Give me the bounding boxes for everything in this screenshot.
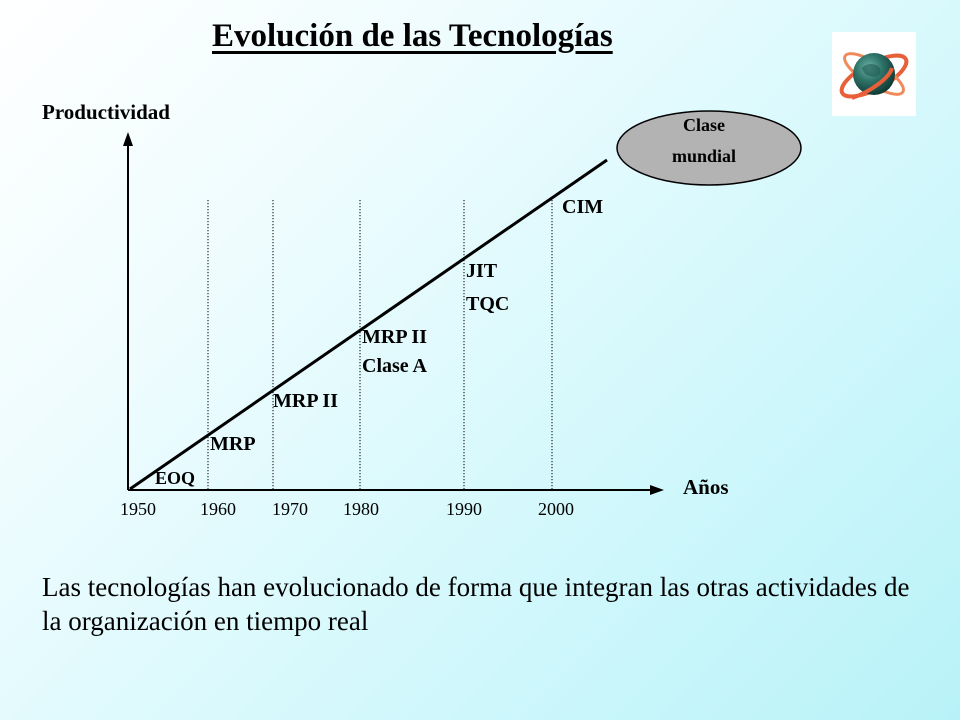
tick-label-1960: 1960 <box>200 499 236 519</box>
y-axis-label: Productividad <box>42 100 170 124</box>
tick-label-1990: 1990 <box>446 499 482 519</box>
world-class-ellipse <box>616 110 802 186</box>
tick-label-1950: 1950 <box>120 499 156 519</box>
stage-label-4-line-2: Clase A <box>362 355 428 377</box>
page-title: Evolución de las Tecnologías <box>212 18 613 54</box>
globe-orbit-icon <box>832 32 916 116</box>
technology-stage-labels: EOQ MRP MRP II MRP II Clase A JIT TQC CIM <box>155 196 603 488</box>
world-class-label-line-1: Clase <box>683 115 725 135</box>
tick-label-2000: 2000 <box>538 499 574 519</box>
year-tick-labels: 1950 1960 1970 1980 1990 2000 <box>120 499 574 519</box>
stage-label-1-line-1: EOQ <box>155 468 195 488</box>
summary-caption: Las tecnologías han evolucionado de form… <box>42 572 910 636</box>
stage-label-5-line-1: JIT <box>466 260 498 282</box>
stage-label-6-line-1: CIM <box>562 196 603 218</box>
technology-evolution-diagram: Productividad Años 1950 1960 1970 1980 1990 2… <box>42 100 802 519</box>
y-axis-arrow <box>123 132 133 146</box>
productivity-trend-line <box>129 158 608 491</box>
stage-label-3-line-1: MRP II <box>273 390 338 412</box>
world-class-goal: Clase mundial <box>616 110 802 186</box>
year-gridlines <box>207 200 553 490</box>
stage-label-5-line-2: TQC <box>466 293 509 315</box>
tick-label-1970: 1970 <box>272 499 308 519</box>
stage-label-4-line-1: MRP II <box>362 326 427 348</box>
x-axis-arrow <box>650 485 664 495</box>
stage-label-2-line-1: MRP <box>210 433 256 455</box>
world-class-label-line-2: mundial <box>672 146 736 166</box>
x-axis-label: Años <box>683 475 729 499</box>
tick-label-1980: 1980 <box>343 499 379 519</box>
